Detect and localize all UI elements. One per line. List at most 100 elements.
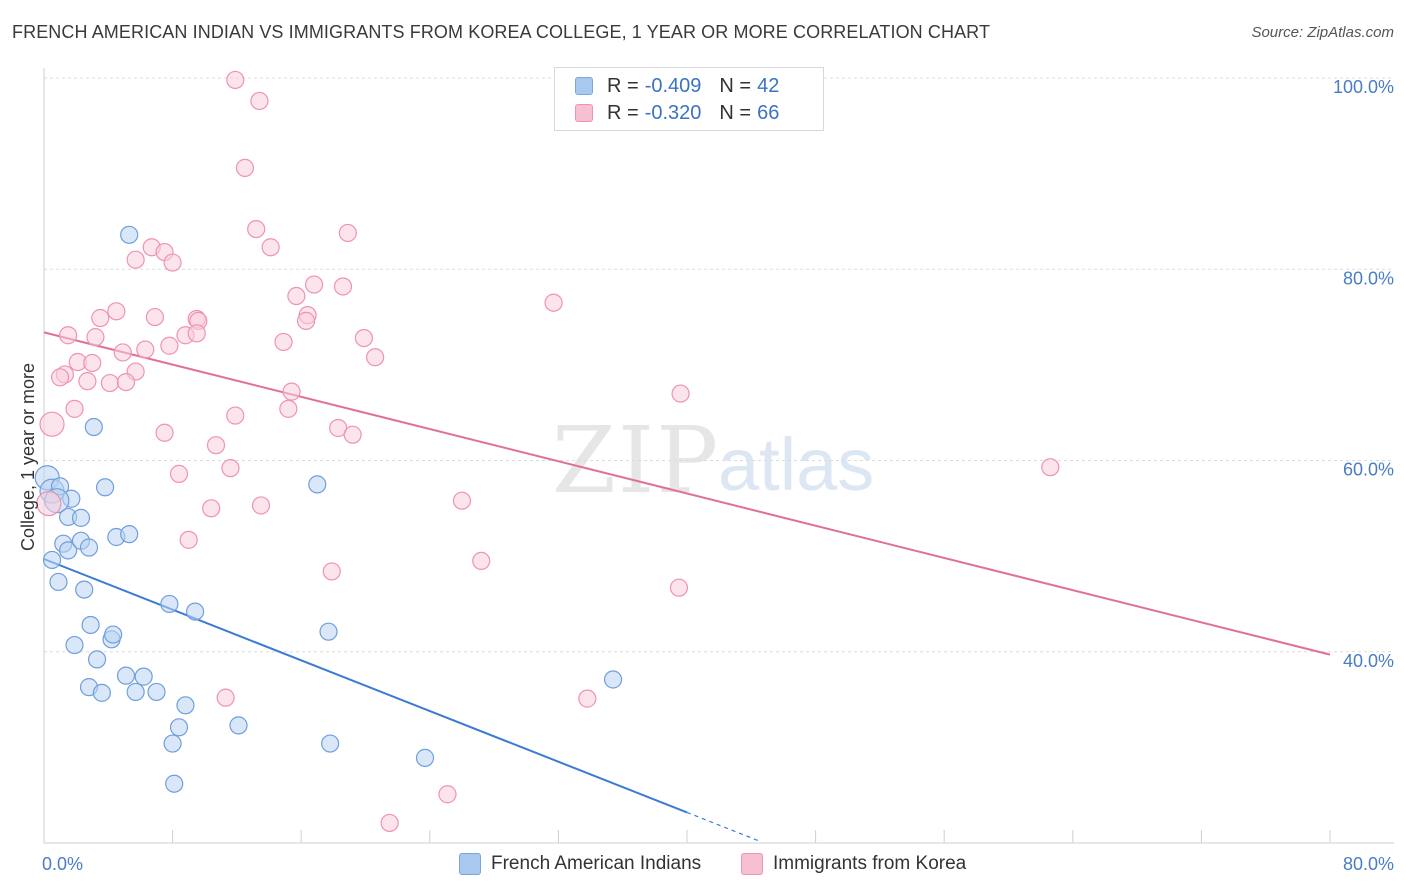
point-immigrants-from-korea	[36, 490, 62, 517]
point-french-american-indians	[87, 650, 107, 669]
point-french-american-indians	[126, 682, 145, 702]
point-french-american-indians	[147, 682, 166, 702]
point-immigrants-from-korea	[160, 336, 179, 355]
point-immigrants-from-korea	[136, 340, 155, 359]
point-french-american-indians	[134, 667, 153, 686]
chart-title: FRENCH AMERICAN INDIAN VS IMMIGRANTS FRO…	[12, 22, 991, 42]
y-tick-label: 60.0%	[1343, 460, 1394, 480]
point-immigrants-from-korea	[279, 399, 298, 418]
x-tick-label: 0.0%	[42, 854, 83, 874]
point-french-american-indians	[165, 774, 184, 793]
point-immigrants-from-korea	[333, 277, 353, 296]
point-immigrants-from-korea	[83, 353, 102, 373]
point-french-american-indians	[79, 538, 99, 557]
point-french-american-indians	[308, 475, 327, 494]
series-label: Immigrants from Korea	[773, 853, 967, 874]
source-label: Source: ZipAtlas.com	[1251, 24, 1394, 41]
point-french-american-indians	[186, 602, 205, 621]
point-french-american-indians	[95, 478, 115, 497]
x-tick-label: 80.0%	[1343, 854, 1394, 874]
point-french-american-indians	[75, 580, 94, 599]
point-immigrants-from-korea	[322, 562, 341, 581]
point-french-american-indians	[169, 718, 189, 737]
point-immigrants-from-korea	[247, 219, 266, 239]
legend-n-value: 66	[757, 101, 780, 124]
point-immigrants-from-korea	[187, 324, 206, 343]
y-axis-label: College, 1 year or more	[18, 363, 38, 551]
point-immigrants-from-korea	[206, 436, 226, 455]
legend-swatch-pink	[575, 104, 593, 122]
point-immigrants-from-korea	[202, 499, 221, 518]
tick-labels: 100.0% 80.0% 60.0% 40.0% 0.0% 80.0%	[42, 77, 1394, 874]
point-immigrants-from-korea	[296, 311, 316, 330]
point-french-american-indians	[603, 670, 623, 689]
legend-row-french-american-indians: R = -0.409 N = 42	[575, 73, 779, 99]
point-immigrants-from-korea	[91, 308, 110, 328]
point-immigrants-from-korea	[78, 372, 97, 391]
trend-line-extension-series-0	[686, 811, 760, 842]
point-french-american-indians	[319, 622, 338, 641]
point-french-american-indians	[49, 572, 68, 592]
legend-r-label: R =	[607, 101, 639, 124]
point-french-american-indians	[104, 625, 123, 644]
point-immigrants-from-korea	[366, 348, 385, 367]
data-points	[34, 70, 1060, 833]
point-immigrants-from-korea	[671, 384, 690, 403]
point-french-american-indians	[120, 225, 139, 244]
legend-n-label: N =	[719, 74, 752, 97]
point-immigrants-from-korea	[50, 368, 70, 387]
series-swatch-pink	[741, 853, 763, 875]
point-french-american-indians	[59, 541, 78, 560]
point-immigrants-from-korea	[116, 372, 136, 392]
point-immigrants-from-korea	[304, 275, 324, 294]
point-immigrants-from-korea	[86, 328, 105, 347]
point-french-american-indians	[163, 734, 182, 753]
series-legend-french-american-indians: French American Indians	[459, 852, 701, 876]
point-immigrants-from-korea	[216, 688, 235, 707]
point-immigrants-from-korea	[380, 813, 399, 833]
point-immigrants-from-korea	[126, 250, 145, 269]
point-immigrants-from-korea	[221, 459, 240, 478]
point-immigrants-from-korea	[107, 302, 126, 321]
point-immigrants-from-korea	[163, 253, 182, 272]
point-french-american-indians	[71, 508, 91, 527]
legend-swatch-blue	[575, 77, 593, 95]
point-french-american-indians	[92, 683, 111, 702]
point-french-american-indians	[120, 525, 139, 544]
point-french-american-indians	[116, 666, 136, 685]
series-legend-immigrants-from-korea: Immigrants from Korea	[741, 852, 966, 876]
point-immigrants-from-korea	[282, 382, 301, 401]
point-immigrants-from-korea	[669, 578, 689, 597]
legend-n-label: N =	[719, 101, 752, 124]
point-immigrants-from-korea	[338, 223, 357, 243]
point-french-american-indians	[84, 417, 103, 437]
point-immigrants-from-korea	[251, 496, 271, 515]
point-french-american-indians	[229, 716, 248, 735]
point-french-american-indians	[160, 594, 179, 614]
point-immigrants-from-korea	[261, 238, 280, 257]
point-immigrants-from-korea	[1041, 458, 1060, 477]
legend-r-label: R =	[607, 74, 639, 97]
point-french-american-indians	[81, 615, 100, 635]
point-immigrants-from-korea	[179, 530, 198, 549]
y-tick-label: 100.0%	[1333, 77, 1394, 97]
point-immigrants-from-korea	[578, 689, 597, 708]
point-immigrants-from-korea	[226, 406, 245, 425]
point-immigrants-from-korea	[59, 326, 78, 345]
point-immigrants-from-korea	[226, 70, 245, 90]
point-immigrants-from-korea	[438, 785, 457, 804]
point-immigrants-from-korea	[343, 425, 362, 444]
point-immigrants-from-korea	[544, 293, 563, 312]
legend-r-value: -0.320	[644, 101, 702, 124]
watermark-atlas: atlas	[718, 423, 874, 506]
point-immigrants-from-korea	[100, 373, 120, 393]
trend-line-series-1	[43, 331, 1331, 656]
y-tick-label: 40.0%	[1343, 651, 1394, 671]
point-immigrants-from-korea	[287, 286, 306, 306]
series-label: French American Indians	[491, 853, 702, 874]
trend-line-series-0	[43, 558, 688, 814]
axes	[43, 68, 1394, 844]
point-immigrants-from-korea	[250, 91, 269, 111]
point-immigrants-from-korea	[472, 551, 491, 571]
